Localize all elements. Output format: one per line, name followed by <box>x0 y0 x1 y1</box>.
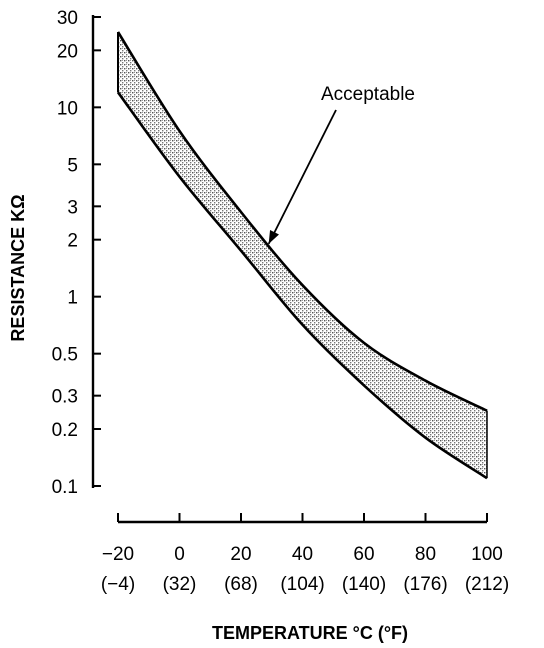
x-tick-label-fahrenheit: (176) <box>403 574 447 595</box>
x-tick-label-celsius: 80 <box>415 544 436 565</box>
x-tick-label-fahrenheit: (104) <box>280 574 324 595</box>
band-upper-curve <box>116 31 488 412</box>
y-tick-label: 3 <box>67 197 78 218</box>
x-tick-label-celsius: 60 <box>353 544 374 565</box>
x-tick-label-celsius: 100 <box>471 544 503 565</box>
annotation-label: Acceptable <box>321 84 415 105</box>
y-tick-label: 20 <box>57 41 78 62</box>
x-tick-label-fahrenheit: (32) <box>163 574 197 595</box>
x-tick-label-fahrenheit: (140) <box>342 574 386 595</box>
y-tick-label: 10 <box>57 98 78 119</box>
y-tick-label: 0.1 <box>52 477 78 498</box>
band-lower-curve <box>116 91 488 480</box>
x-tick-label-celsius: 20 <box>230 544 251 565</box>
y-tick-label: 0.2 <box>52 420 78 441</box>
x-tick-label-celsius: 0 <box>174 544 185 565</box>
acceptable-band-area <box>118 32 487 479</box>
y-axis-title: RESISTANCE KΩ <box>8 194 28 341</box>
x-tick-label-fahrenheit: (68) <box>224 574 258 595</box>
y-tick-label: 1 <box>67 288 78 309</box>
y-tick-label: 2 <box>67 231 78 252</box>
x-tick-label-celsius: −20 <box>102 544 134 565</box>
annotation-arrowhead <box>268 230 279 244</box>
x-tick-label-fahrenheit: (−4) <box>101 574 135 595</box>
annotation-arrow-line <box>267 109 337 245</box>
x-tick-label-fahrenheit: (212) <box>465 574 509 595</box>
x-tick-label-celsius: 40 <box>292 544 313 565</box>
y-tick-label: 0.5 <box>52 345 78 366</box>
y-tick-label: 0.3 <box>52 387 78 408</box>
y-tick-label: 30 <box>57 8 78 29</box>
y-tick-label: 5 <box>67 155 78 176</box>
x-axis-title: TEMPERATURE °C (°F) <box>212 623 408 643</box>
